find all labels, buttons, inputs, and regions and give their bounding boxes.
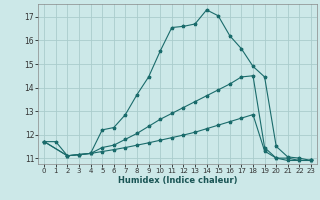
- X-axis label: Humidex (Indice chaleur): Humidex (Indice chaleur): [118, 176, 237, 185]
